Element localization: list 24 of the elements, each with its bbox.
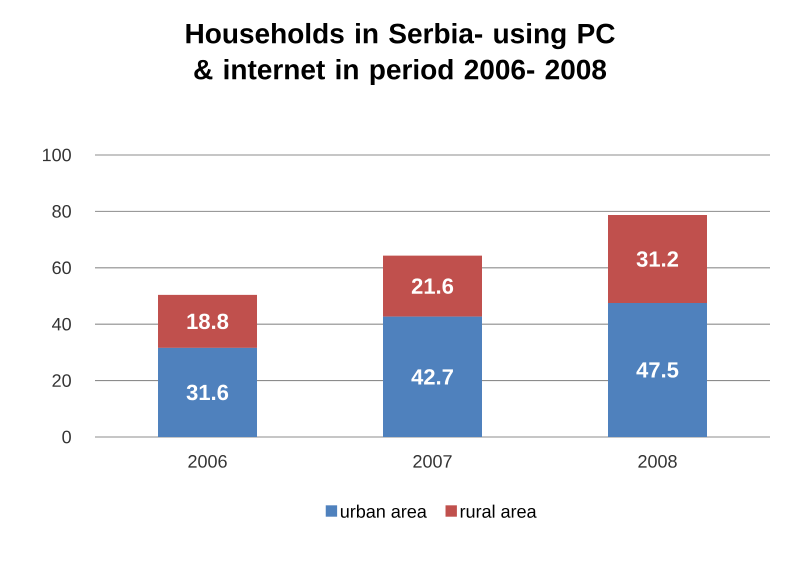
y-tick-label: 40 <box>52 318 71 331</box>
y-tick-label: 0 <box>62 430 71 444</box>
data-label: 18.8 <box>187 314 228 330</box>
bar <box>383 316 482 437</box>
y-tick-label: 60 <box>52 261 71 274</box>
y-tick-label: 80 <box>52 205 71 218</box>
data-label: 31.6 <box>186 384 228 400</box>
x-tick-label: 2006 <box>188 455 227 468</box>
bar <box>158 294 258 348</box>
bar <box>608 215 707 304</box>
chart-title: Households in Serbia- using PC & internet in period 2006- 2008 <box>186 22 615 86</box>
y-tick-label: 20 <box>52 374 71 387</box>
y-tick-label: 100 <box>42 148 71 162</box>
bar <box>608 303 707 437</box>
bar <box>158 348 258 437</box>
x-tick-label: 2007 <box>413 455 452 468</box>
legend-label: rural area <box>460 504 537 518</box>
data-label: 31.2 <box>636 251 678 267</box>
data-label: 21.6 <box>412 278 454 294</box>
x-tick-label: 2008 <box>638 455 677 468</box>
bar <box>383 256 482 317</box>
data-label: 47.5 <box>636 362 678 378</box>
data-label: 42.7 <box>411 369 453 384</box>
legend-label: urban area <box>340 504 427 518</box>
